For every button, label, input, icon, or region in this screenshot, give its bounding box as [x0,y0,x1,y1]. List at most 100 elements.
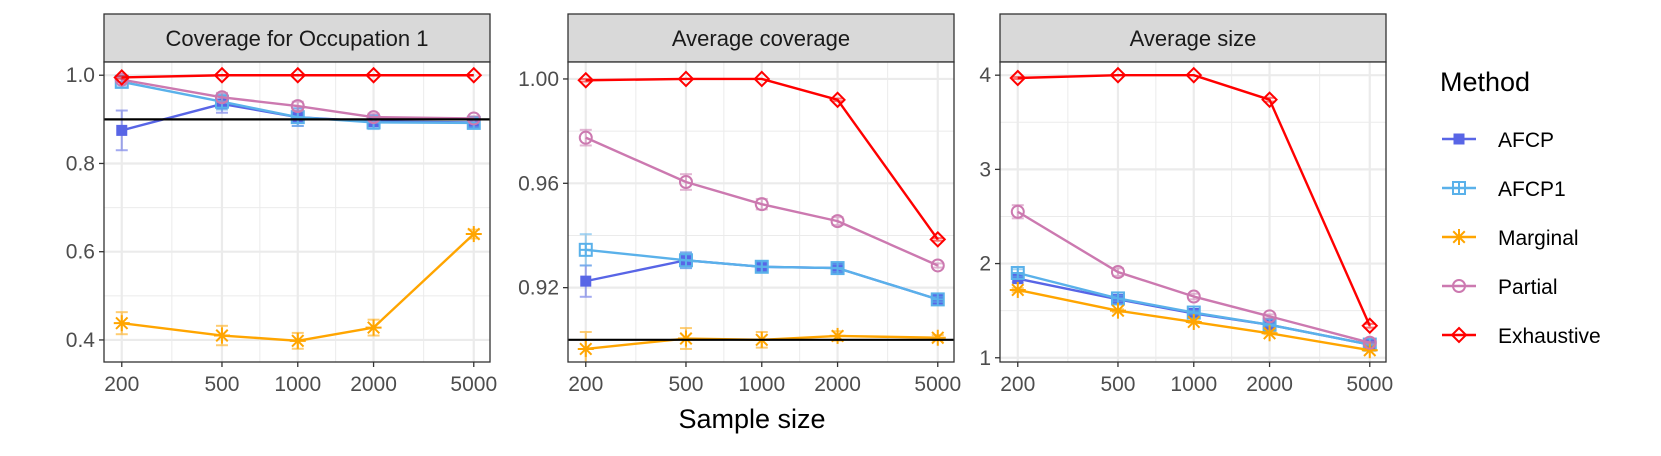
data-point-exhaustive [465,66,483,84]
data-point-exhaustive [829,91,846,109]
legend-title: Method [1440,67,1530,97]
data-point-exhaustive [1109,66,1127,84]
series-line-exhaustive [1017,73,1371,327]
y-tick-label: 1 [979,347,991,370]
legend-label: Exhaustive [1498,325,1601,348]
series-marginal [113,226,482,350]
data-point-afcp1 [678,253,693,268]
data-point-exhaustive [289,66,307,84]
data-point-marginal [1109,302,1126,319]
strip-background [567,13,955,63]
data-point-marginal [1261,325,1278,342]
data-point-afcp1 [578,242,593,257]
x-tick-label: 2000 [814,373,861,396]
series-line-partial [121,78,474,120]
series-line-exhaustive [121,74,474,79]
legend-item-afcp1: AFCP1 [1442,178,1566,201]
data-point-partial [578,130,593,145]
legend-label: Partial [1498,276,1558,299]
x-tick-label: 1000 [738,373,785,396]
data-point-marginal [829,327,846,344]
panel-border [103,61,491,363]
data-point-marginal [213,327,230,344]
series-exhaustive [1009,66,1379,335]
y-tick-label: 0.92 [518,277,559,300]
legend-key-marker [1453,133,1465,145]
data-point-exhaustive [213,66,231,84]
y-tick-label: 1.0 [66,64,95,87]
data-point-partial [290,99,305,114]
x-tick-label: 1000 [274,373,321,396]
x-tick-label: 500 [1100,373,1135,396]
x-tick-label: 2000 [1246,373,1293,396]
legend-item-afcp: AFCP [1442,129,1554,152]
y-tick-label: 1.00 [518,68,559,91]
series-partial [1010,204,1377,350]
x-tick-label: 5000 [450,373,497,396]
data-point-marginal [577,340,594,357]
data-point-partial [1186,289,1201,304]
data-point-exhaustive [365,66,382,84]
strip-background [103,13,491,63]
y-tick-label: 0.6 [66,241,95,264]
data-point-afcp1 [754,259,769,274]
y-tick-label: 4 [979,64,991,87]
legend: Method AFCP AFCP1 Marginal Partial Exhaustive [1440,67,1601,348]
data-point-afcp [116,124,128,136]
legend-item-exhaustive: Exhaustive [1442,325,1601,348]
series-partial [578,128,945,273]
x-axis-title: Sample size [678,404,825,434]
data-point-marginal [365,319,382,336]
data-point-marginal [289,332,306,349]
legend-key-marker [1451,229,1467,245]
x-tick-label: 200 [1000,373,1035,396]
x-tick-label: 2000 [350,373,397,396]
data-point-partial [830,214,845,229]
legend-label: Marginal [1498,227,1579,250]
x-tick-label: 200 [568,373,603,396]
legend-item-partial: Partial [1442,276,1558,299]
data-point-exhaustive [113,69,131,86]
data-point-marginal [1009,281,1026,298]
data-point-partial [678,175,693,189]
data-layer [1009,66,1379,359]
data-point-afcp1 [1010,265,1025,280]
legend-key-marker [1452,279,1466,293]
data-point-exhaustive [1185,66,1203,84]
y-tick-label: 3 [979,158,991,181]
data-point-exhaustive [1361,317,1379,335]
panel-border [999,61,1387,363]
y-tick-label: 0.96 [518,172,559,195]
legend-item-marginal: Marginal [1442,227,1579,250]
series-line-partial [585,136,939,267]
data-layer [113,66,483,350]
x-tick-label: 500 [668,373,703,396]
series-line-exhaustive [585,77,939,241]
series-exhaustive [113,66,483,86]
series-afcp1 [578,233,945,307]
data-point-exhaustive [577,71,595,89]
panel-coverage-for-occupation-1: Coverage for Occupation 1 0.4 0.6 0.8 1.0 200… [66,13,497,396]
panel-average-size: Average size 1 2 3 4 200 500 1000 2000 5000 [979,13,1393,396]
data-point-partial [1010,204,1025,219]
data-point-marginal [1185,313,1202,330]
gridlines [568,62,954,362]
legend-key-marker [1450,326,1468,344]
series-line-partial [1017,210,1371,344]
data-point-exhaustive [929,230,947,248]
x-tick-label: 200 [104,373,139,396]
panel-title: Average coverage [672,26,850,51]
data-point-partial [366,110,381,125]
data-point-partial [754,197,769,212]
data-point-marginal [929,329,946,346]
legend-key-marker [1452,181,1466,195]
data-point-partial [1262,309,1277,324]
data-point-exhaustive [677,70,695,88]
data-point-marginal [677,330,694,347]
x-tick-label: 5000 [1346,373,1393,396]
legend-label: AFCP1 [1498,178,1566,201]
data-point-afcp1 [930,292,945,307]
data-point-afcp1 [830,261,845,276]
data-point-partial [930,258,945,273]
